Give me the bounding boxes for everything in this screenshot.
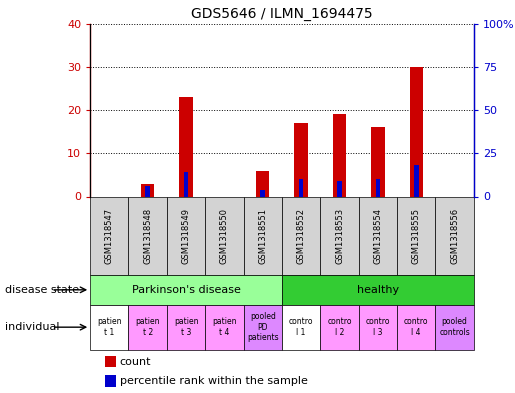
Bar xyxy=(90,196,129,275)
Text: patien
t 2: patien t 2 xyxy=(135,318,160,337)
Text: individual: individual xyxy=(5,322,60,332)
Bar xyxy=(244,196,282,275)
Bar xyxy=(337,181,342,196)
Bar xyxy=(358,196,397,275)
Bar xyxy=(299,179,303,196)
Text: GSM1318551: GSM1318551 xyxy=(259,208,267,264)
Bar xyxy=(261,189,265,196)
Text: healthy: healthy xyxy=(357,285,399,295)
Bar xyxy=(244,305,282,350)
Bar xyxy=(105,375,115,387)
Text: contro
l 1: contro l 1 xyxy=(289,318,314,337)
Bar xyxy=(129,196,167,275)
Text: GSM1318553: GSM1318553 xyxy=(335,208,344,264)
Bar xyxy=(371,127,385,196)
Text: count: count xyxy=(119,356,151,367)
Bar xyxy=(129,305,167,350)
Bar xyxy=(358,305,397,350)
Text: GSM1318549: GSM1318549 xyxy=(182,208,191,264)
Text: disease state: disease state xyxy=(5,285,79,295)
Bar xyxy=(375,179,380,196)
Bar xyxy=(282,275,474,305)
Bar xyxy=(145,186,150,196)
Bar xyxy=(320,305,358,350)
Bar xyxy=(333,114,346,196)
Bar xyxy=(397,305,436,350)
Text: patien
t 1: patien t 1 xyxy=(97,318,122,337)
Bar xyxy=(436,305,474,350)
Bar xyxy=(397,196,436,275)
Bar xyxy=(295,123,308,196)
Text: GSM1318556: GSM1318556 xyxy=(450,208,459,264)
Text: GSM1318554: GSM1318554 xyxy=(373,208,382,264)
Bar xyxy=(409,67,423,196)
Bar xyxy=(282,305,320,350)
Bar xyxy=(90,305,129,350)
Bar xyxy=(205,305,244,350)
Bar xyxy=(436,196,474,275)
Bar xyxy=(256,171,269,196)
Bar xyxy=(205,196,244,275)
Text: GSM1318547: GSM1318547 xyxy=(105,208,114,264)
Bar xyxy=(105,356,115,367)
Text: contro
l 2: contro l 2 xyxy=(327,318,352,337)
Bar xyxy=(179,97,193,196)
Bar xyxy=(141,184,154,196)
Bar xyxy=(167,305,205,350)
Text: GSM1318550: GSM1318550 xyxy=(220,208,229,264)
Text: GSM1318552: GSM1318552 xyxy=(297,208,305,264)
Text: pooled
PD
patients: pooled PD patients xyxy=(247,312,279,342)
Text: contro
l 3: contro l 3 xyxy=(366,318,390,337)
Bar xyxy=(320,196,358,275)
Bar xyxy=(414,165,419,196)
Text: pooled
controls: pooled controls xyxy=(439,318,470,337)
Text: patien
t 3: patien t 3 xyxy=(174,318,198,337)
Bar xyxy=(90,275,282,305)
Text: Parkinson's disease: Parkinson's disease xyxy=(132,285,241,295)
Title: GDS5646 / ILMN_1694475: GDS5646 / ILMN_1694475 xyxy=(191,7,373,21)
Text: GSM1318548: GSM1318548 xyxy=(143,208,152,264)
Text: GSM1318555: GSM1318555 xyxy=(412,208,421,264)
Text: percentile rank within the sample: percentile rank within the sample xyxy=(119,376,307,386)
Bar xyxy=(184,172,188,196)
Text: patien
t 4: patien t 4 xyxy=(212,318,237,337)
Text: contro
l 4: contro l 4 xyxy=(404,318,428,337)
Bar xyxy=(167,196,205,275)
Bar xyxy=(282,196,320,275)
